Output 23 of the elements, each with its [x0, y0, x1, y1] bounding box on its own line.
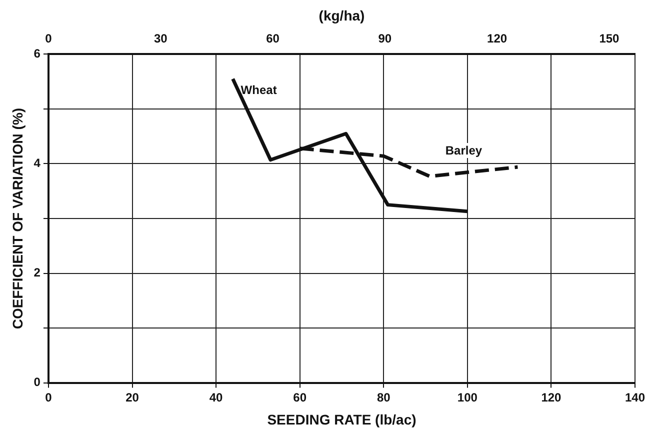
y-tick-label: 4: [34, 156, 41, 170]
x2-tick-label: 60: [266, 31, 280, 46]
y-tick-label: 6: [34, 46, 41, 61]
x-tick-label: 60: [293, 390, 307, 404]
series-label: Wheat: [240, 83, 277, 98]
x-tick-label: 120: [541, 390, 562, 404]
x-tick-label: 100: [457, 390, 478, 404]
y-axis-title: COEFFICIENT OF VARIATION (%): [9, 108, 26, 330]
x-tick-label: 140: [624, 390, 646, 404]
x-tick-label: 20: [126, 390, 140, 404]
series-label: Barley: [445, 143, 482, 158]
x2-tick-label: 120: [487, 31, 508, 46]
x2-axis-title: (kg/ha): [318, 7, 365, 24]
y-tick-label: 0: [34, 375, 41, 390]
x-axis-title: SEEDING RATE (lb/ac): [267, 411, 416, 428]
x-tick-label: 0: [45, 390, 52, 404]
x2-tick-label: 0: [45, 31, 52, 46]
y-tick-label: 2: [34, 266, 41, 280]
x2-tick-label: 30: [154, 31, 168, 46]
x2-tick-label: 90: [378, 31, 392, 46]
x-tick-label: 40: [209, 390, 224, 404]
x-tick-label: 80: [376, 390, 391, 404]
x2-tick-label: 150: [599, 31, 620, 46]
